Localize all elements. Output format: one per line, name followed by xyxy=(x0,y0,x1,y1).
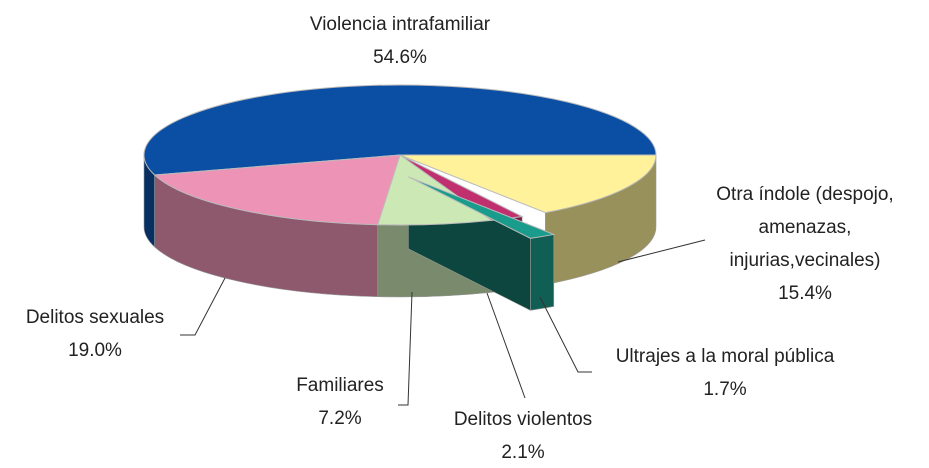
slice xyxy=(399,154,657,214)
slice xyxy=(408,176,556,239)
value-label: 2.1% xyxy=(501,442,545,463)
leader-line xyxy=(617,239,706,263)
value-label: 15.4% xyxy=(778,283,832,304)
slice-label: Delitos sexuales 19.0% xyxy=(0,301,195,367)
leader-line xyxy=(539,296,592,373)
leader-line xyxy=(486,292,526,399)
value-label: 54.6% xyxy=(373,47,427,68)
category-name: Delitos violentos xyxy=(453,409,593,430)
leader-line xyxy=(180,277,226,336)
slice-side xyxy=(530,234,555,311)
leader-line xyxy=(398,291,413,406)
category-name: Violencia intrafamiliar xyxy=(309,14,491,35)
slice-label: Otra índole (despojo, amenazas, injurias… xyxy=(700,178,910,310)
slice-label: Delitos violentos 2.1% xyxy=(393,403,653,468)
category-name: Delitos sexuales xyxy=(25,307,165,328)
category-name: Ultrajes a la moral pública xyxy=(615,346,835,367)
value-label: 1.7% xyxy=(703,379,747,400)
slice-label: Violencia intrafamiliar 54.6% xyxy=(240,8,560,74)
category-name: Otra índole (despojo, amenazas, injurias… xyxy=(716,184,894,271)
slice xyxy=(153,154,401,226)
slice-label: Familiares 7.2% xyxy=(240,369,440,435)
category-name: Familiares xyxy=(296,375,384,396)
value-label: 7.2% xyxy=(318,408,362,429)
value-label: 19.0% xyxy=(68,340,122,361)
slice-label: Ultrajes a la moral pública 1.7% xyxy=(565,340,885,406)
slice xyxy=(143,84,657,176)
